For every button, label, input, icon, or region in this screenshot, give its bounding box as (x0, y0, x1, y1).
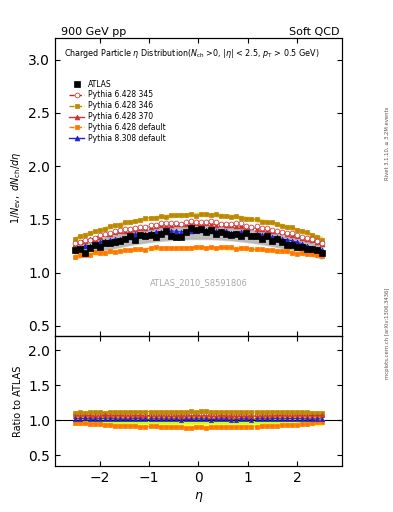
Text: 900 GeV pp: 900 GeV pp (61, 27, 126, 37)
X-axis label: $\eta$: $\eta$ (194, 490, 203, 504)
Text: ATLAS_2010_S8591806: ATLAS_2010_S8591806 (149, 278, 248, 287)
Y-axis label: Ratio to ATLAS: Ratio to ATLAS (13, 366, 23, 437)
Text: mcplots.cern.ch [arXiv:1306.3436]: mcplots.cern.ch [arXiv:1306.3436] (385, 287, 390, 378)
Legend: ATLAS, Pythia 6.428 345, Pythia 6.428 346, Pythia 6.428 370, Pythia 6.428 defaul: ATLAS, Pythia 6.428 345, Pythia 6.428 34… (68, 78, 167, 144)
Y-axis label: $1/N_{\rm ev},\ dN_{\rm ch}/d\eta$: $1/N_{\rm ev},\ dN_{\rm ch}/d\eta$ (9, 151, 23, 224)
Text: Rivet 3.1.10, ≥ 3.2M events: Rivet 3.1.10, ≥ 3.2M events (385, 106, 390, 180)
Text: Soft QCD: Soft QCD (290, 27, 340, 37)
Text: Charged Particle $\eta$ Distribution($N_{\rm ch}$ >0, |$\eta$| < 2.5, $p_{\rm T}: Charged Particle $\eta$ Distribution($N_… (64, 47, 319, 60)
